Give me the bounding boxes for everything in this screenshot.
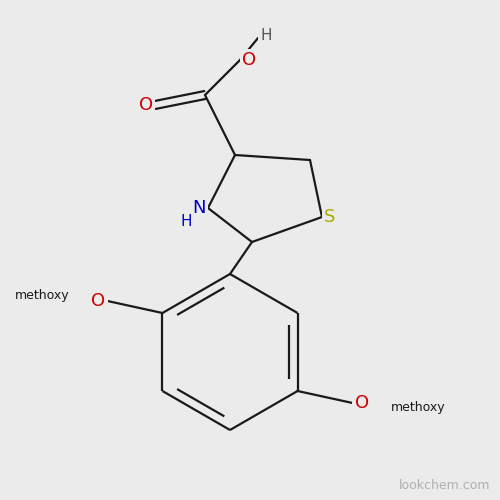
- Text: S: S: [324, 208, 336, 226]
- Text: N: N: [192, 199, 206, 217]
- Text: H: H: [260, 28, 272, 44]
- Text: methoxy: methoxy: [390, 402, 445, 414]
- Text: O: O: [92, 292, 106, 310]
- Text: methoxy: methoxy: [15, 290, 70, 302]
- Text: O: O: [139, 96, 153, 114]
- Text: O: O: [242, 51, 256, 69]
- Text: O: O: [354, 394, 368, 412]
- Text: lookchem.com: lookchem.com: [398, 479, 490, 492]
- Text: H: H: [180, 214, 192, 230]
